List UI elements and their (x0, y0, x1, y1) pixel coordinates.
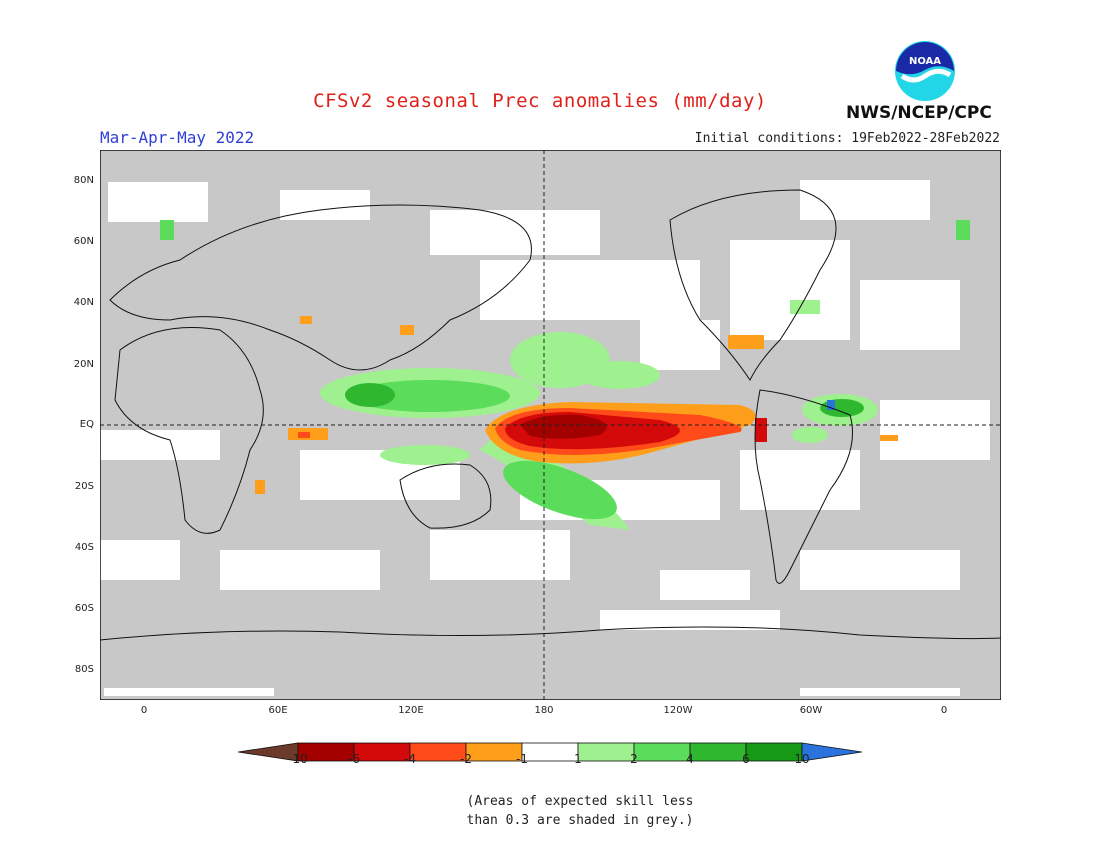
colorbar-label: -10 (288, 752, 308, 766)
colorbar-label: 2 (630, 752, 638, 766)
near-normal-areas (100, 180, 990, 696)
lat-label: 20S (74, 481, 94, 492)
colorbar-label: -6 (348, 752, 360, 766)
lat-label: 60N (73, 236, 94, 247)
negative-anomaly-areas (255, 316, 898, 494)
agency-label: NWS/NCEP/CPC (846, 103, 992, 123)
lat-label: 80S (74, 664, 94, 675)
noaa-logo-text: NOAA (909, 56, 941, 67)
lon-label: 0 (940, 705, 948, 716)
colorbar-labels: -10 -6 -4 -2 -1 1 2 4 6 10 (238, 752, 862, 768)
colorbar-label: -2 (460, 752, 472, 766)
lat-label: 80N (73, 175, 94, 186)
lat-label: 40N (73, 297, 94, 308)
lon-label: 60E (268, 705, 288, 716)
lat-label: 40S (74, 542, 94, 553)
colorbar-label: 6 (742, 752, 750, 766)
noaa-logo: NOAA (895, 41, 955, 101)
lon-label: 120W (663, 705, 693, 716)
lon-label: 60W (799, 705, 823, 716)
lat-label: 20N (73, 359, 94, 370)
colorbar-label: 10 (794, 752, 810, 766)
chart-title: CFSv2 seasonal Prec anomalies (mm/day) (313, 90, 767, 112)
skill-note: (Areas of expected skill less than 0.3 a… (380, 792, 780, 830)
colorbar-label: 1 (574, 752, 582, 766)
precip-anomaly-map (100, 150, 1001, 700)
coastlines (100, 189, 1001, 641)
colorbar-label: -4 (404, 752, 416, 766)
lon-label: 180 (534, 705, 554, 716)
colorbar-label: -1 (516, 752, 528, 766)
colorbar-label: 4 (686, 752, 694, 766)
skill-note-line-1: (Areas of expected skill less (466, 794, 694, 809)
colorbar-gt-10 (801, 742, 862, 762)
initial-conditions-label: Initial conditions: 19Feb2022-28Feb2022 (694, 131, 1000, 146)
lon-label: 0 (140, 705, 148, 716)
season-label: Mar-Apr-May 2022 (100, 128, 255, 147)
colorbar (238, 742, 862, 762)
lat-label: 60S (74, 603, 94, 614)
positive-anomaly-areas (160, 220, 970, 530)
skill-note-line-2: than 0.3 are shaded in grey.) (466, 813, 694, 828)
lat-label: EQ (79, 419, 94, 430)
lon-label: 120E (398, 705, 424, 716)
